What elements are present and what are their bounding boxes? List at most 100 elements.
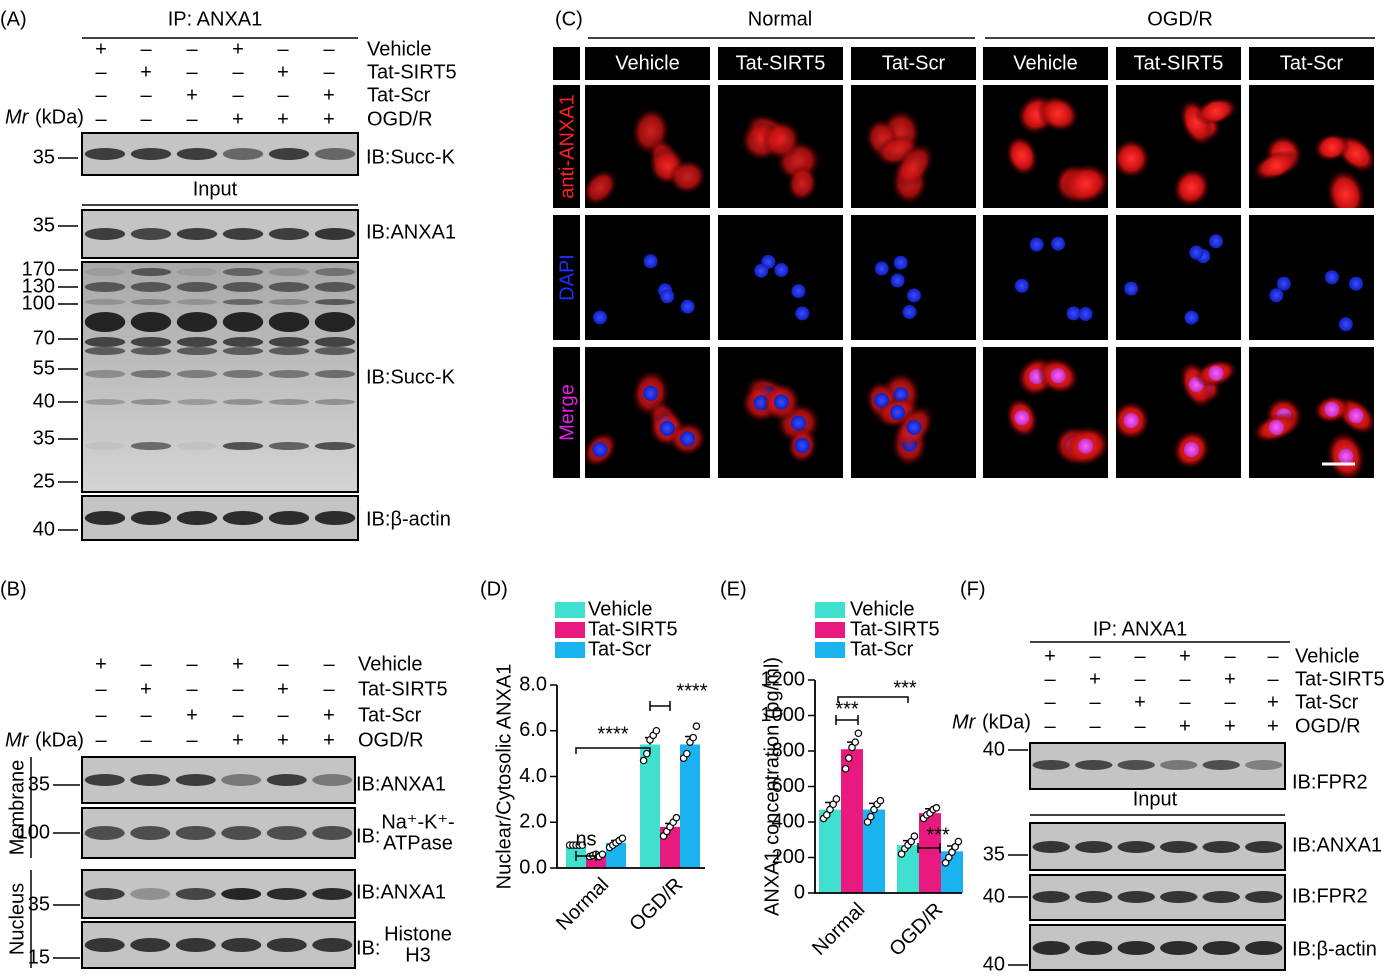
blot-band (268, 337, 310, 347)
micrograph (983, 215, 1108, 340)
blot-band (1032, 891, 1070, 903)
blot-band (130, 442, 172, 450)
condition-label: Tat-SIRT5 (1295, 668, 1385, 690)
mw-marker: 35 (33, 146, 55, 168)
mr-label: Mr (5, 729, 30, 751)
blot-band (266, 888, 307, 900)
axis (556, 685, 705, 869)
micrograph (1249, 85, 1374, 208)
blot-band (314, 148, 356, 160)
condition-sign: – (323, 678, 335, 700)
condition-sign: + (186, 704, 198, 726)
micrograph (585, 347, 710, 478)
condition-sign: + (1089, 668, 1101, 690)
condition-sign: – (1267, 645, 1279, 667)
column-header: Tat-SIRT5 (736, 52, 826, 74)
blot (1029, 822, 1286, 871)
blot-band (84, 282, 126, 292)
condition-sign: – (186, 61, 198, 83)
nucleus (1078, 307, 1093, 322)
y-tick-label: 8.0 (519, 673, 547, 695)
micrograph-bg (851, 215, 976, 340)
condition-sign: – (232, 84, 244, 106)
blot-band (222, 370, 264, 378)
significance-label: ns (575, 828, 596, 850)
mw-marker: 70 (33, 327, 55, 349)
micrograph (585, 85, 710, 208)
blot-band (222, 228, 264, 240)
ib-label: H3 (405, 944, 431, 966)
data-point (863, 818, 872, 826)
blot-band (222, 282, 264, 292)
blot (81, 132, 359, 176)
data-point (844, 754, 853, 762)
significance-label: *** (893, 677, 917, 699)
micrograph (851, 215, 976, 340)
blot-band (84, 774, 125, 786)
blot-band (130, 312, 172, 332)
nucleus (1348, 408, 1364, 424)
column-header-box (851, 47, 976, 80)
nucleus (1338, 317, 1353, 332)
blot-band (84, 399, 126, 405)
cell-nucleus-red (1321, 137, 1342, 158)
blot-band (314, 511, 356, 525)
condition-sign: + (323, 704, 335, 726)
nucleus (1324, 270, 1339, 285)
significance-bracket (835, 715, 859, 725)
blot-band (175, 888, 216, 900)
significance-bracket (649, 701, 671, 711)
condition-sign: – (232, 678, 244, 700)
y-axis-label: Nuclear/Cytosolic ANXA1 (493, 664, 515, 890)
blot-band (1160, 760, 1198, 770)
blot (1029, 742, 1286, 790)
blot-band (222, 268, 264, 276)
blot-band (176, 312, 218, 332)
data-point (672, 813, 681, 822)
mw-marker: 40 (983, 953, 1005, 974)
blot (1029, 874, 1286, 921)
bar (819, 809, 841, 893)
nucleus (1029, 237, 1044, 252)
mw-marker: 170 (22, 258, 55, 280)
panel-label: (C) (555, 8, 583, 30)
bar (680, 744, 700, 868)
column-header: Vehicle (1013, 52, 1078, 74)
micrograph (983, 85, 1108, 208)
blot-band (175, 774, 216, 786)
blot-band (314, 347, 356, 355)
data-point (578, 841, 587, 849)
condition-sign: – (1224, 645, 1236, 667)
blot-band (314, 399, 356, 405)
mw-marker: 100 (22, 292, 55, 314)
blot (81, 869, 356, 919)
cell-nucleus-red (1075, 174, 1096, 195)
nucleus (1189, 245, 1204, 260)
y-tick-label: 2.0 (519, 811, 547, 833)
micrograph (1116, 85, 1241, 208)
condition-sign: + (277, 108, 289, 130)
cell-nucleus-red (1048, 103, 1069, 124)
condition-sign: + (1267, 691, 1279, 713)
column-header: Tat-SIRT5 (1134, 52, 1224, 74)
mw-marker: 35 (983, 843, 1005, 865)
blot-band (130, 938, 171, 952)
mw-marker: 40 (983, 885, 1005, 907)
blot-band (84, 312, 126, 332)
micrograph (851, 85, 976, 208)
condition-sign: + (1267, 715, 1279, 737)
nucleus (1014, 278, 1029, 293)
blot-band (130, 511, 172, 525)
column-header-box (983, 47, 1108, 80)
blot-band (84, 148, 126, 160)
blot-band (84, 511, 126, 525)
condition-sign: – (95, 704, 107, 726)
condition-label: OGD/R (367, 108, 433, 130)
blot-band (268, 299, 310, 305)
data-point (618, 834, 627, 843)
blot-band (84, 826, 125, 840)
condition-sign: – (323, 653, 335, 675)
blot-band (1032, 941, 1070, 955)
nucleus (592, 441, 608, 457)
condition-sign: – (1089, 645, 1101, 667)
